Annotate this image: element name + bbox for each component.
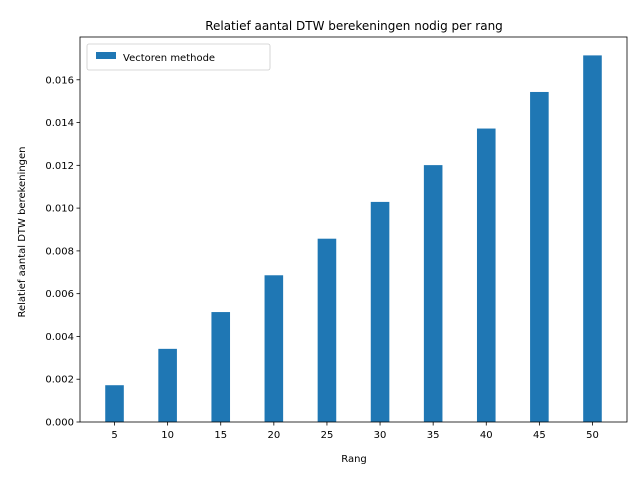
bar	[211, 312, 231, 422]
y-tick-label: 0.000	[45, 418, 74, 429]
x-tick-label: 50	[586, 430, 599, 441]
x-tick-label: 25	[321, 430, 334, 441]
y-tick-label: 0.014	[45, 118, 74, 129]
y-tick-label: 0.004	[45, 332, 74, 343]
bar	[583, 55, 602, 423]
bar	[530, 91, 549, 422]
y-axis-title: Relatief aantal DTW berekeningen	[17, 146, 28, 317]
x-tick-label: 15	[214, 430, 227, 441]
y-tick-label: 0.010	[45, 204, 74, 215]
axes-frame	[79, 36, 628, 423]
y-tick-label: 0.012	[45, 161, 74, 172]
legend-box	[86, 43, 271, 71]
y-tick-label: 0.006	[45, 289, 74, 300]
y-tick-label: 0.008	[45, 246, 74, 257]
x-axis-title: Rang	[341, 454, 367, 465]
bar	[158, 348, 177, 422]
bar	[105, 385, 124, 422]
bar	[264, 275, 284, 422]
y-tick-label: 0.002	[45, 375, 74, 386]
bar	[423, 165, 443, 422]
bar	[476, 128, 496, 423]
x-tick-label: 5	[111, 430, 117, 441]
legend-label: Vectoren methode	[123, 53, 215, 64]
x-tick-label: 20	[267, 430, 280, 441]
y-tick-label: 0.016	[45, 75, 74, 86]
bar	[317, 238, 337, 422]
chart-title: Relatief aantal DTW berekeningen nodig p…	[205, 19, 503, 33]
bar	[370, 201, 390, 422]
x-tick-label: 40	[480, 430, 493, 441]
x-tick-label: 30	[374, 430, 387, 441]
x-tick-label: 35	[427, 430, 440, 441]
plot-area: 5 10 15 20 25 30 35 40 45 50 0.000 0.002 0.004 0.006 0…	[45, 36, 628, 441]
x-tick-label: 45	[533, 430, 546, 441]
x-tick-label: 10	[161, 430, 174, 441]
legend-swatch	[96, 52, 116, 59]
